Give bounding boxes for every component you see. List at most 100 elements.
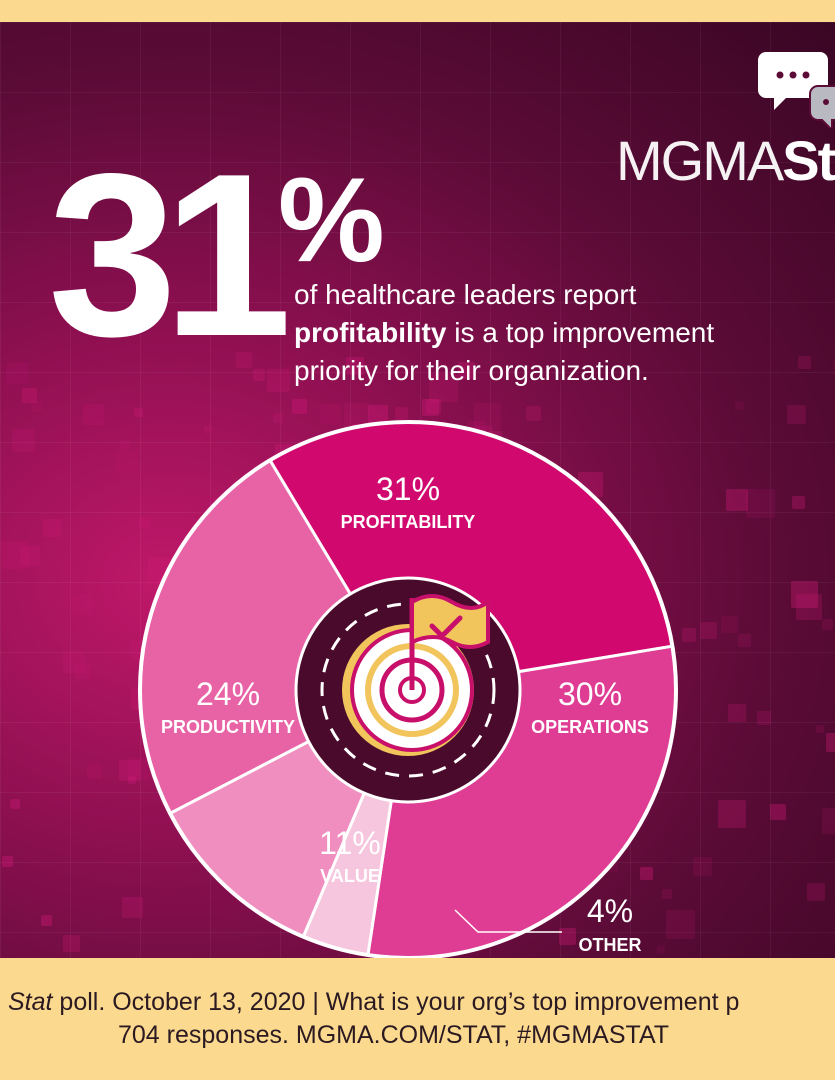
background-gridline <box>0 22 1 958</box>
background-tile <box>662 889 672 899</box>
pie-outline <box>138 420 678 958</box>
background-tile <box>43 519 61 537</box>
background-gridline <box>0 92 835 93</box>
background-tile <box>41 915 52 926</box>
background-tile <box>807 883 825 901</box>
background-tile <box>1 541 29 569</box>
background-tile <box>31 401 42 412</box>
background-tile <box>273 413 283 423</box>
background-tile <box>726 489 748 511</box>
background-tile <box>114 450 139 475</box>
background-tile <box>816 725 824 733</box>
background-tile <box>75 663 91 679</box>
headline-percent-sign: % <box>278 153 385 287</box>
pie-value-label-other: 4% <box>587 893 633 929</box>
background-tile <box>682 628 696 642</box>
background-tile <box>128 776 136 784</box>
background-tile <box>770 804 786 820</box>
background-tile <box>826 733 835 752</box>
background-tile <box>791 581 818 608</box>
background-tile <box>738 634 751 647</box>
background-tile <box>559 928 576 945</box>
background-tile <box>6 362 28 384</box>
infographic-panel: MGMASta 31 % of healthcare leaders repor… <box>0 22 835 958</box>
footer-source-rest: poll. October 13, 2020 | What is your or… <box>52 988 740 1016</box>
headline-big-number: 31 <box>48 126 292 385</box>
background-tile <box>83 404 104 425</box>
pie-value-label-productivity: 24% <box>196 676 260 712</box>
background-tile <box>822 619 833 630</box>
background-tile <box>792 496 805 509</box>
footer-source-line: Stat poll. October 13, 2020 | What is yo… <box>8 988 739 1017</box>
background-tile <box>798 356 811 369</box>
background-tile <box>474 403 501 430</box>
background-tile <box>796 594 822 620</box>
background-tile <box>657 946 665 954</box>
background-tile <box>666 910 695 939</box>
background-gridline <box>0 232 835 233</box>
background-gridline <box>0 302 835 303</box>
mgma-stat-logo: MGMASta <box>616 129 835 192</box>
pie-category-label-operations: OPERATIONS <box>531 717 649 737</box>
background-gridline <box>0 22 835 23</box>
pie-value-label-profitability: 31% <box>376 471 440 507</box>
background-tile <box>122 897 143 918</box>
background-tile <box>526 406 541 421</box>
background-tile <box>693 857 712 876</box>
pie-chart: 31% PROFITABILITY 30% OPERATIONS 4% OTHER 11% V… <box>138 420 678 958</box>
background-gridline <box>770 22 771 958</box>
background-gridline <box>0 372 835 373</box>
background-tile <box>134 408 143 417</box>
background-tile <box>346 357 364 375</box>
background-gridline <box>700 22 701 958</box>
background-tile <box>429 373 458 402</box>
background-gridline <box>210 22 211 958</box>
pie-category-label-profitability: PROFITABILITY <box>341 512 476 532</box>
background-tile <box>22 388 37 403</box>
pie-value-label-value: 11% <box>319 825 381 861</box>
background-tile <box>746 489 775 518</box>
background-tile <box>426 399 441 414</box>
background-tile <box>640 867 653 880</box>
pie-category-label-other: OTHER <box>579 935 642 955</box>
other-leader-line <box>454 909 562 933</box>
background-tile <box>833 360 835 374</box>
headline-line-2: profitability is a top improvement <box>294 314 814 352</box>
background-gridline <box>140 22 141 958</box>
background-tile <box>320 404 341 425</box>
background-tile <box>267 369 290 392</box>
background-tile <box>120 440 129 449</box>
headline-line-2-rest: is a top improvement <box>446 317 715 348</box>
background-tile <box>2 856 13 867</box>
background-tile <box>72 594 93 615</box>
background-tile <box>718 800 746 828</box>
background-tile <box>757 711 771 725</box>
background-tile <box>700 622 717 639</box>
background-tile <box>728 704 746 722</box>
background-tile <box>204 425 212 433</box>
background-tile <box>87 764 102 779</box>
background-gridline <box>0 162 835 163</box>
background-tile <box>20 546 40 566</box>
background-tile <box>292 399 307 414</box>
background-tile <box>822 808 835 834</box>
background-tile <box>63 935 80 952</box>
background-tile <box>253 369 265 381</box>
background-tile <box>422 399 439 416</box>
background-tile <box>368 405 388 425</box>
headline-emphasis: profitability <box>294 317 447 348</box>
pie-category-label-value: VALUE <box>320 866 380 886</box>
background-gridline <box>630 22 631 958</box>
background-tile <box>721 616 738 633</box>
chat-bubbles-icon <box>758 52 835 128</box>
footer-responses-line: 704 responses. MGMA.COM/STAT, #MGMASTAT <box>118 1021 670 1049</box>
background-tile <box>12 429 35 452</box>
background-tile <box>10 799 20 809</box>
pie-value-label-operations: 30% <box>558 676 622 712</box>
background-tile <box>787 405 806 424</box>
background-tile <box>63 651 85 673</box>
background-tile <box>139 517 150 528</box>
background-tile <box>608 862 618 872</box>
background-tile <box>128 758 150 780</box>
background-tile <box>735 401 744 410</box>
